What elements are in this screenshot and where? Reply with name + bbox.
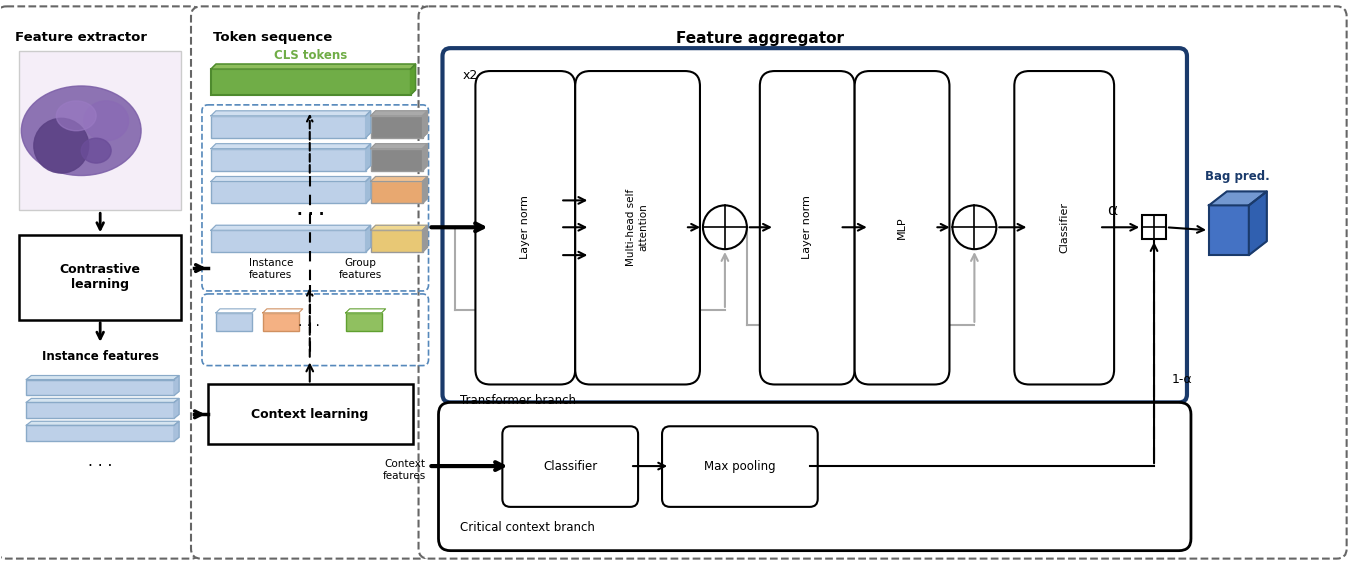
Text: Classifier: Classifier xyxy=(1059,202,1069,253)
Ellipse shape xyxy=(83,101,128,141)
Polygon shape xyxy=(211,144,371,149)
Bar xyxy=(371,230,423,252)
Bar xyxy=(211,69,410,95)
Bar xyxy=(215,313,252,331)
Text: Layer norm: Layer norm xyxy=(801,195,812,259)
Bar xyxy=(371,182,423,204)
Polygon shape xyxy=(371,144,428,149)
FancyBboxPatch shape xyxy=(476,71,575,384)
Text: Max pooling: Max pooling xyxy=(705,459,776,472)
FancyBboxPatch shape xyxy=(662,426,818,507)
Bar xyxy=(211,182,365,204)
Polygon shape xyxy=(174,375,179,396)
Ellipse shape xyxy=(34,118,89,173)
Polygon shape xyxy=(1209,191,1266,205)
Bar xyxy=(211,149,365,171)
Text: Transformer branch: Transformer branch xyxy=(461,394,577,407)
Text: Feature aggregator: Feature aggregator xyxy=(676,31,844,46)
Text: Feature extractor: Feature extractor xyxy=(15,31,147,44)
Polygon shape xyxy=(371,177,428,182)
Text: CLS tokens: CLS tokens xyxy=(274,49,348,62)
Text: . . .: . . . xyxy=(298,315,320,329)
FancyBboxPatch shape xyxy=(503,426,638,507)
Polygon shape xyxy=(423,111,428,137)
Polygon shape xyxy=(211,64,416,69)
Ellipse shape xyxy=(56,101,97,131)
Polygon shape xyxy=(346,309,386,313)
Bar xyxy=(19,235,181,320)
Polygon shape xyxy=(371,111,428,116)
Text: MLP: MLP xyxy=(897,216,906,238)
Text: Instance features: Instance features xyxy=(42,350,158,362)
Text: Critical context branch: Critical context branch xyxy=(461,521,596,534)
FancyBboxPatch shape xyxy=(1014,71,1114,384)
Bar xyxy=(209,384,413,444)
FancyBboxPatch shape xyxy=(443,48,1187,402)
Bar xyxy=(26,402,174,419)
Polygon shape xyxy=(26,375,179,379)
Polygon shape xyxy=(174,398,179,419)
Polygon shape xyxy=(215,309,256,313)
Bar xyxy=(19,51,181,210)
Polygon shape xyxy=(26,421,179,425)
Text: Instance
features: Instance features xyxy=(248,258,293,280)
Polygon shape xyxy=(423,144,428,171)
FancyBboxPatch shape xyxy=(855,71,950,384)
Text: x2: x2 xyxy=(462,69,477,82)
Text: Layer norm: Layer norm xyxy=(521,195,530,259)
FancyBboxPatch shape xyxy=(191,6,431,559)
FancyBboxPatch shape xyxy=(759,71,855,384)
Polygon shape xyxy=(1249,191,1266,255)
Polygon shape xyxy=(365,144,371,171)
Polygon shape xyxy=(423,177,428,204)
FancyBboxPatch shape xyxy=(575,71,701,384)
Text: . . .: . . . xyxy=(297,203,324,218)
Polygon shape xyxy=(365,111,371,137)
Polygon shape xyxy=(365,177,371,204)
Polygon shape xyxy=(423,226,428,252)
FancyBboxPatch shape xyxy=(418,6,1347,559)
Bar xyxy=(263,313,298,331)
Ellipse shape xyxy=(22,86,142,176)
Polygon shape xyxy=(211,111,371,116)
Text: Bag pred.: Bag pred. xyxy=(1205,171,1270,183)
Bar xyxy=(371,116,423,137)
Text: Multi-head self
attention: Multi-head self attention xyxy=(626,188,647,266)
Bar xyxy=(1209,205,1249,255)
Polygon shape xyxy=(174,421,179,441)
Bar xyxy=(1142,215,1165,239)
Text: Context learning: Context learning xyxy=(251,408,368,421)
Polygon shape xyxy=(26,398,179,402)
Bar xyxy=(26,425,174,441)
FancyBboxPatch shape xyxy=(0,6,200,559)
Text: Group
features: Group features xyxy=(339,258,382,280)
Text: Token sequence: Token sequence xyxy=(213,31,333,44)
FancyBboxPatch shape xyxy=(439,402,1191,551)
Bar xyxy=(211,230,365,252)
Text: Contrastive
learning: Contrastive learning xyxy=(60,263,140,291)
Bar xyxy=(346,313,382,331)
Polygon shape xyxy=(365,226,371,252)
Text: . . .: . . . xyxy=(89,454,112,468)
Bar xyxy=(371,149,423,171)
Polygon shape xyxy=(263,309,303,313)
Bar xyxy=(211,116,365,137)
Text: α: α xyxy=(1107,203,1118,218)
Polygon shape xyxy=(410,64,416,95)
Circle shape xyxy=(953,205,996,249)
Text: Context
features: Context features xyxy=(382,459,425,481)
Polygon shape xyxy=(371,226,428,230)
Polygon shape xyxy=(211,226,371,230)
Text: 1-α: 1-α xyxy=(1172,373,1193,386)
Circle shape xyxy=(703,205,747,249)
Text: Classifier: Classifier xyxy=(542,459,597,472)
Bar xyxy=(26,379,174,396)
Ellipse shape xyxy=(82,138,112,163)
Polygon shape xyxy=(211,177,371,182)
